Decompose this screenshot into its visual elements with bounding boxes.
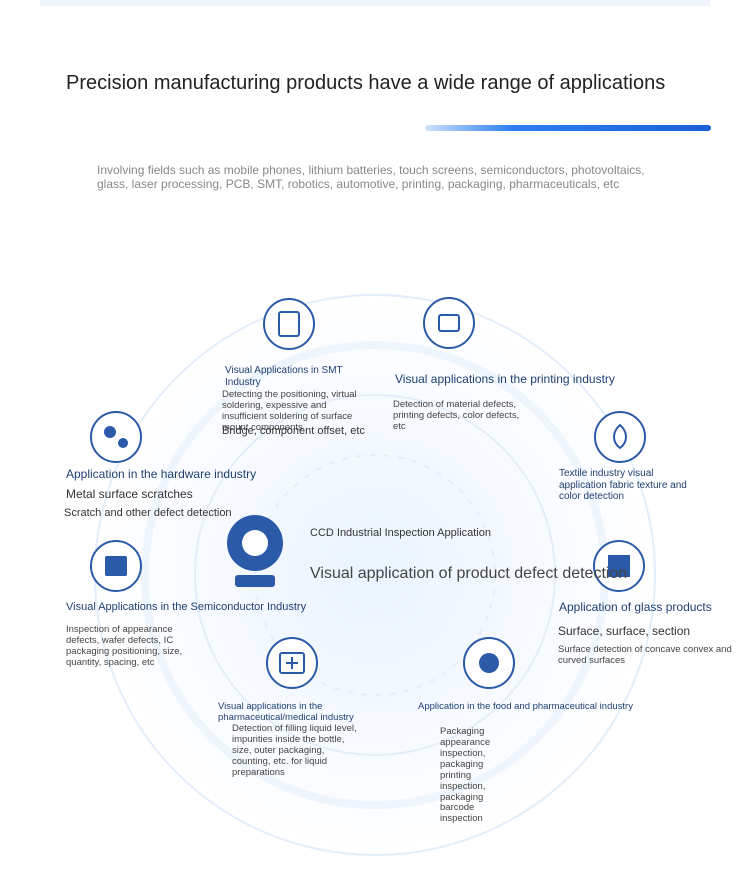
node-label: Application of glass products bbox=[559, 600, 712, 614]
title: Precision manufacturing products have a … bbox=[66, 72, 666, 94]
subtitle: Involving fields such as mobile phones, … bbox=[97, 163, 645, 191]
node-label: Application in the hardware industry bbox=[66, 467, 257, 481]
center-title: Visual application of product defect det… bbox=[310, 565, 628, 582]
center-label: CCD Industrial Inspection Application bbox=[310, 527, 491, 539]
node-label: Application in the food and pharmaceutic… bbox=[418, 701, 633, 712]
node-label: Visual Applications in the Semiconductor… bbox=[66, 601, 307, 613]
node-detail: Surface detection of concave convex and … bbox=[558, 644, 732, 666]
node-label: Textile industry visual application fabr… bbox=[559, 468, 687, 502]
node-detail: Bridge, component offset, etc bbox=[222, 425, 365, 437]
node-detail: Packaging appearance inspection, packagi… bbox=[440, 726, 491, 825]
node-label: Visual applications in the pharmaceutica… bbox=[218, 701, 354, 723]
node-label: Visual Applications in SMT Industry bbox=[225, 365, 343, 388]
node-detail: Scratch and other defect detection bbox=[64, 507, 232, 519]
node-detail: Detection of material defects, printing … bbox=[393, 399, 520, 432]
node-detail: Inspection of appearance defects, wafer … bbox=[66, 624, 183, 668]
node-detail: Surface, surface, section bbox=[558, 624, 691, 638]
node-detail: Metal surface scratches bbox=[66, 487, 193, 501]
node-detail: Detection of filling liquid level, impur… bbox=[232, 723, 357, 778]
node-label: Visual applications in the printing indu… bbox=[395, 372, 615, 386]
node-detail: Detecting the positioning, virtual solde… bbox=[222, 389, 357, 433]
